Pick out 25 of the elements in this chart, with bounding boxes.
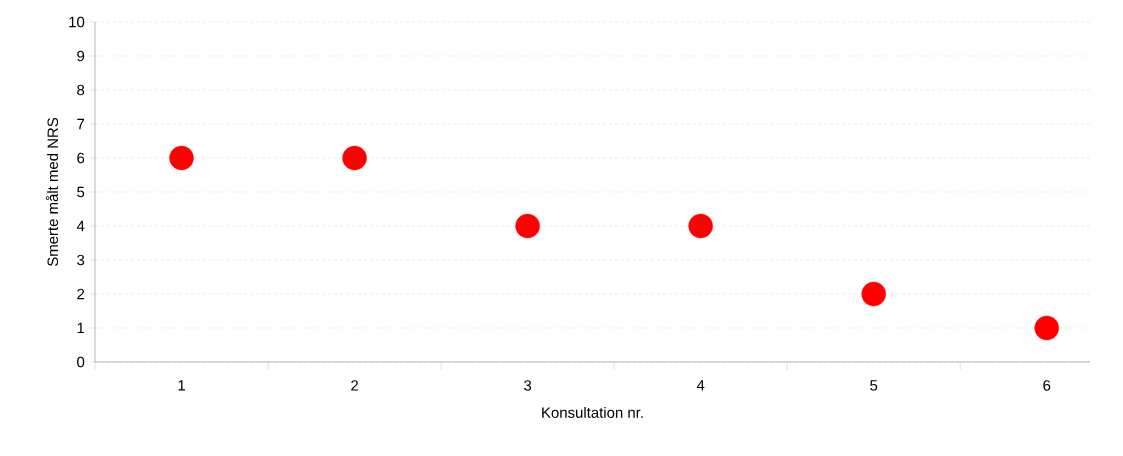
x-tick-label: 2	[351, 380, 358, 391]
y-tick-label: 3	[77, 254, 85, 266]
point	[861, 281, 886, 307]
y-tick-label: 2	[77, 288, 85, 300]
y-tick-label: 8	[77, 84, 85, 96]
y-tick-label: 5	[77, 186, 85, 198]
y-tick-label: 0	[77, 356, 85, 368]
point	[342, 145, 367, 171]
y-axis-title: Smerte målt med NRS	[45, 117, 59, 267]
y-tick-label: 6	[77, 152, 85, 164]
x-axis-title: Konsultation nr.	[542, 406, 643, 418]
point	[169, 145, 194, 171]
x-tick-label: 3	[524, 380, 532, 391]
x-tick-label: 4	[696, 380, 705, 391]
point	[688, 213, 713, 239]
y-tick-label: 9	[77, 50, 85, 62]
y-tick-label: 1	[77, 322, 85, 334]
y-tick-label: 10	[69, 16, 85, 28]
x-tick-label: 1	[178, 380, 185, 391]
point	[1034, 315, 1059, 341]
y-tick-label: 7	[77, 118, 85, 130]
y-tick-label: 4	[76, 220, 85, 232]
point	[515, 213, 540, 239]
x-tick-label: 6	[1043, 380, 1051, 391]
x-tick-label: 5	[870, 380, 878, 391]
